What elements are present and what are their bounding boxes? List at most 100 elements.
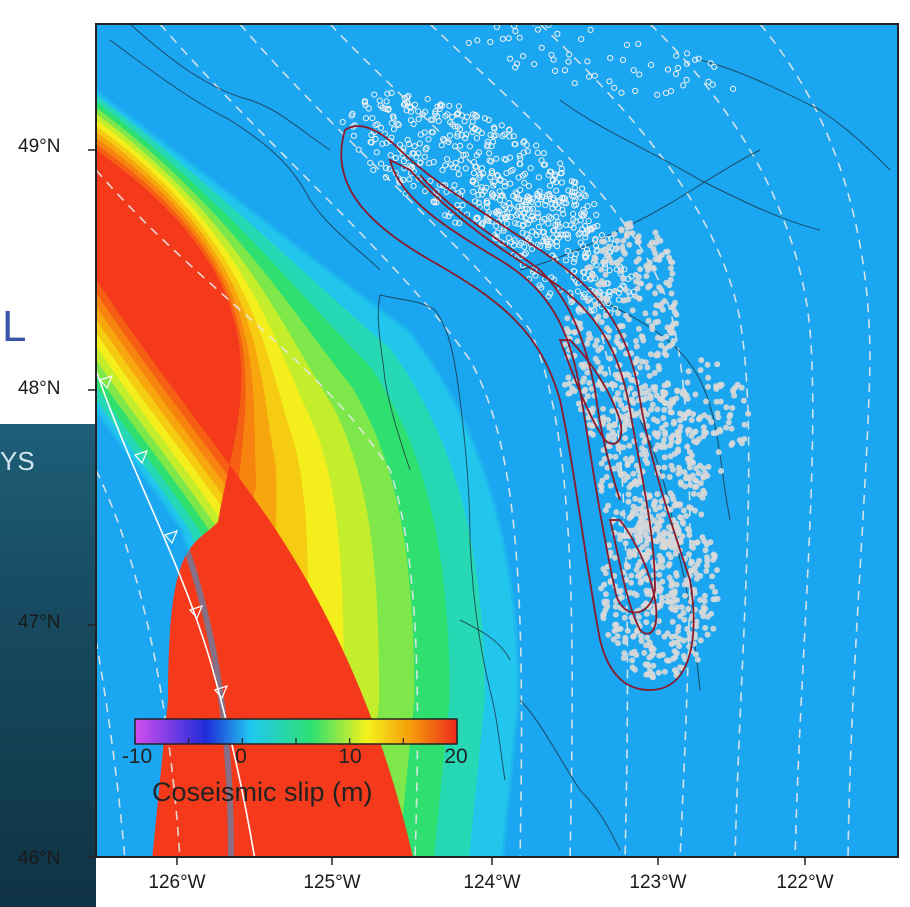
tremor-point [565, 187, 572, 194]
tremor-point [619, 384, 625, 391]
tremor-point [547, 168, 555, 175]
tremor-point [638, 358, 645, 365]
tremor-point [738, 384, 745, 391]
tremor-point [638, 280, 645, 287]
tremor-point [587, 225, 595, 232]
tremor-point [427, 177, 434, 184]
tremor-point [615, 442, 622, 449]
tremor-point [577, 217, 584, 224]
tremor-point [681, 415, 688, 422]
tremor-point [598, 364, 605, 371]
tremor-point [633, 652, 640, 658]
tremor-point [515, 203, 522, 210]
tremor-point [672, 550, 679, 557]
tremor-point [529, 205, 537, 212]
tremor-point [494, 172, 501, 179]
tremor-point [661, 437, 667, 444]
tremor-point [654, 418, 661, 425]
tremor-point [489, 193, 496, 200]
tremor-point [628, 513, 635, 520]
tremor-point [487, 174, 494, 181]
tremor-point [422, 188, 429, 195]
tremor-point [725, 419, 732, 426]
tremor-point [554, 243, 561, 250]
trench-tooth [163, 530, 179, 545]
tremor-point [701, 428, 708, 435]
tremor-point [675, 530, 682, 537]
coastline [459, 619, 511, 661]
tremor-point [690, 490, 697, 497]
tremor-point [496, 196, 504, 204]
tremor-point [641, 649, 648, 656]
tremor-point [652, 229, 659, 236]
tremor-point [561, 67, 569, 74]
tremor-point [432, 110, 439, 118]
tremor-point [582, 193, 589, 200]
tremor-point [582, 250, 589, 257]
tremor-point [625, 417, 631, 424]
tremor-point [671, 590, 678, 597]
tremor-point [624, 627, 631, 634]
tremor-point [619, 282, 626, 289]
tremor-point [639, 432, 646, 439]
tremor-point [704, 361, 711, 368]
tremor-point [401, 100, 408, 107]
tremor-point [696, 416, 702, 423]
tremor-point [638, 638, 645, 644]
tremor-point [581, 291, 588, 298]
tremor-point [621, 650, 628, 657]
tremor-epicenters [339, 24, 752, 681]
tremor-point [581, 274, 589, 282]
tremor-point [589, 273, 596, 280]
tremor-point [619, 56, 627, 64]
tremor-point [691, 438, 697, 445]
tremor-point [646, 372, 653, 379]
tremor-point [410, 182, 417, 190]
lon-label-122: 122°W [776, 872, 834, 893]
tremor-point [600, 610, 607, 617]
tremor-point [681, 469, 688, 476]
tremor-point [650, 608, 657, 615]
tremor-point [697, 596, 704, 603]
tremor-point [490, 132, 497, 139]
tremor-point [605, 416, 611, 423]
tremor-point [431, 199, 438, 206]
tremor-point [658, 335, 665, 342]
tremor-point [599, 295, 606, 302]
tremor-point [663, 279, 670, 286]
tremor-point [680, 507, 687, 514]
tremor-point [539, 218, 546, 225]
tremor-point [452, 143, 459, 150]
tremor-point [668, 397, 675, 404]
tremor-point [395, 122, 402, 129]
dashed-line [96, 639, 126, 857]
slide-text-fragment-1: L [2, 302, 27, 351]
tremor-point [667, 276, 674, 283]
tremor-point [645, 284, 651, 291]
tremor-point [693, 465, 700, 472]
tremor-point [675, 628, 681, 634]
coastline [379, 294, 506, 781]
tremor-point [686, 456, 693, 462]
tremor-point [586, 379, 593, 386]
tremor-point [699, 534, 706, 541]
tremor-point [605, 631, 612, 638]
tremor-point [638, 505, 645, 512]
tremor-point [484, 141, 491, 148]
tremor-point [669, 304, 676, 311]
tremor-point [645, 671, 652, 678]
tremor-point [404, 136, 411, 143]
tremor-point [603, 474, 610, 480]
tremor-point [499, 132, 506, 139]
tremor-point [507, 168, 514, 175]
tremor-point [670, 321, 677, 327]
tremor-point [637, 364, 644, 371]
tremor-point [580, 212, 587, 219]
tremor-point [429, 129, 436, 136]
tremor-point [502, 203, 509, 210]
tremor-point [538, 193, 546, 200]
tremor-point [600, 259, 607, 266]
tremor-point [536, 282, 543, 289]
tremor-point [658, 252, 665, 259]
tremor-point [534, 213, 541, 220]
